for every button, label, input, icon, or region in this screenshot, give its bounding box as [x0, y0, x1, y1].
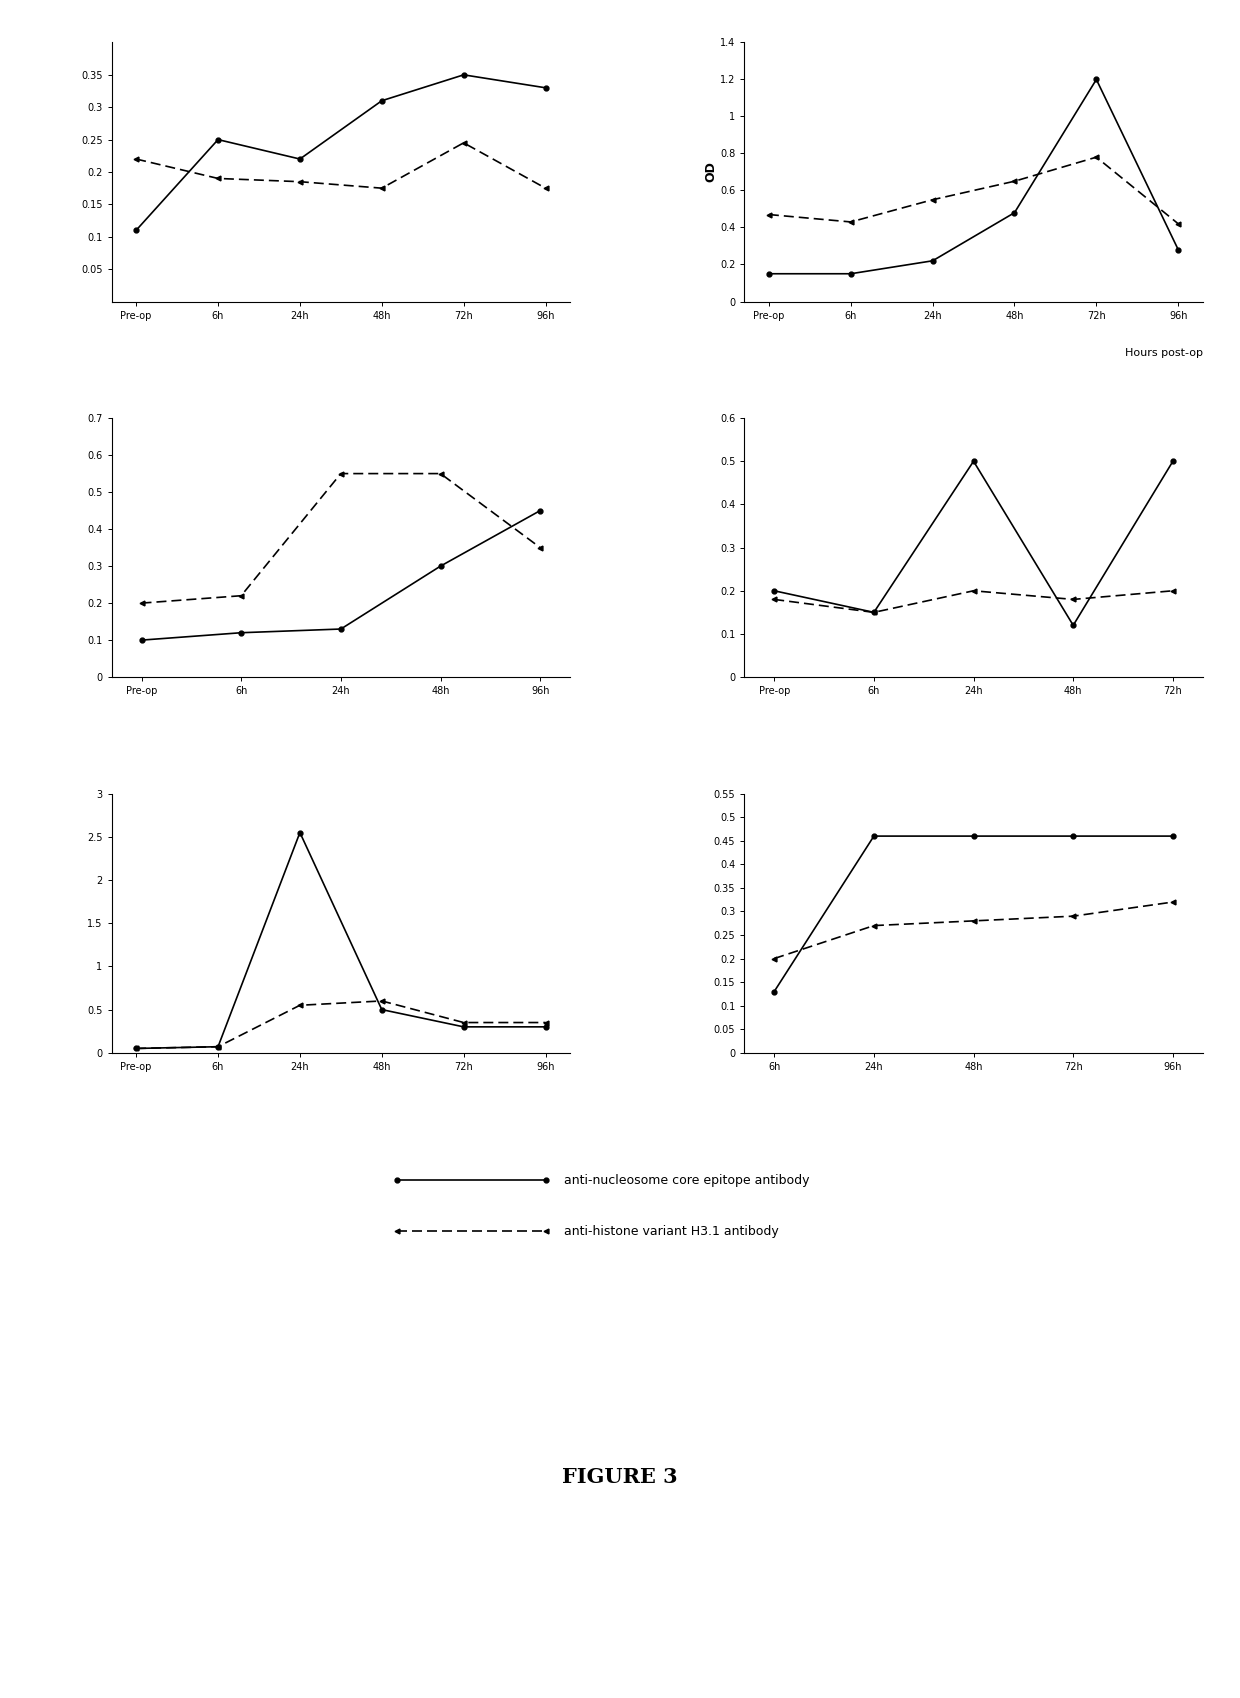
Y-axis label: OD: OD: [704, 161, 717, 182]
Text: FIGURE 3: FIGURE 3: [562, 1467, 678, 1487]
Text: Hours post-op: Hours post-op: [1125, 348, 1203, 358]
Text: anti-histone variant H3.1 antibody: anti-histone variant H3.1 antibody: [564, 1224, 779, 1238]
Text: anti-nucleosome core epitope antibody: anti-nucleosome core epitope antibody: [564, 1173, 810, 1187]
